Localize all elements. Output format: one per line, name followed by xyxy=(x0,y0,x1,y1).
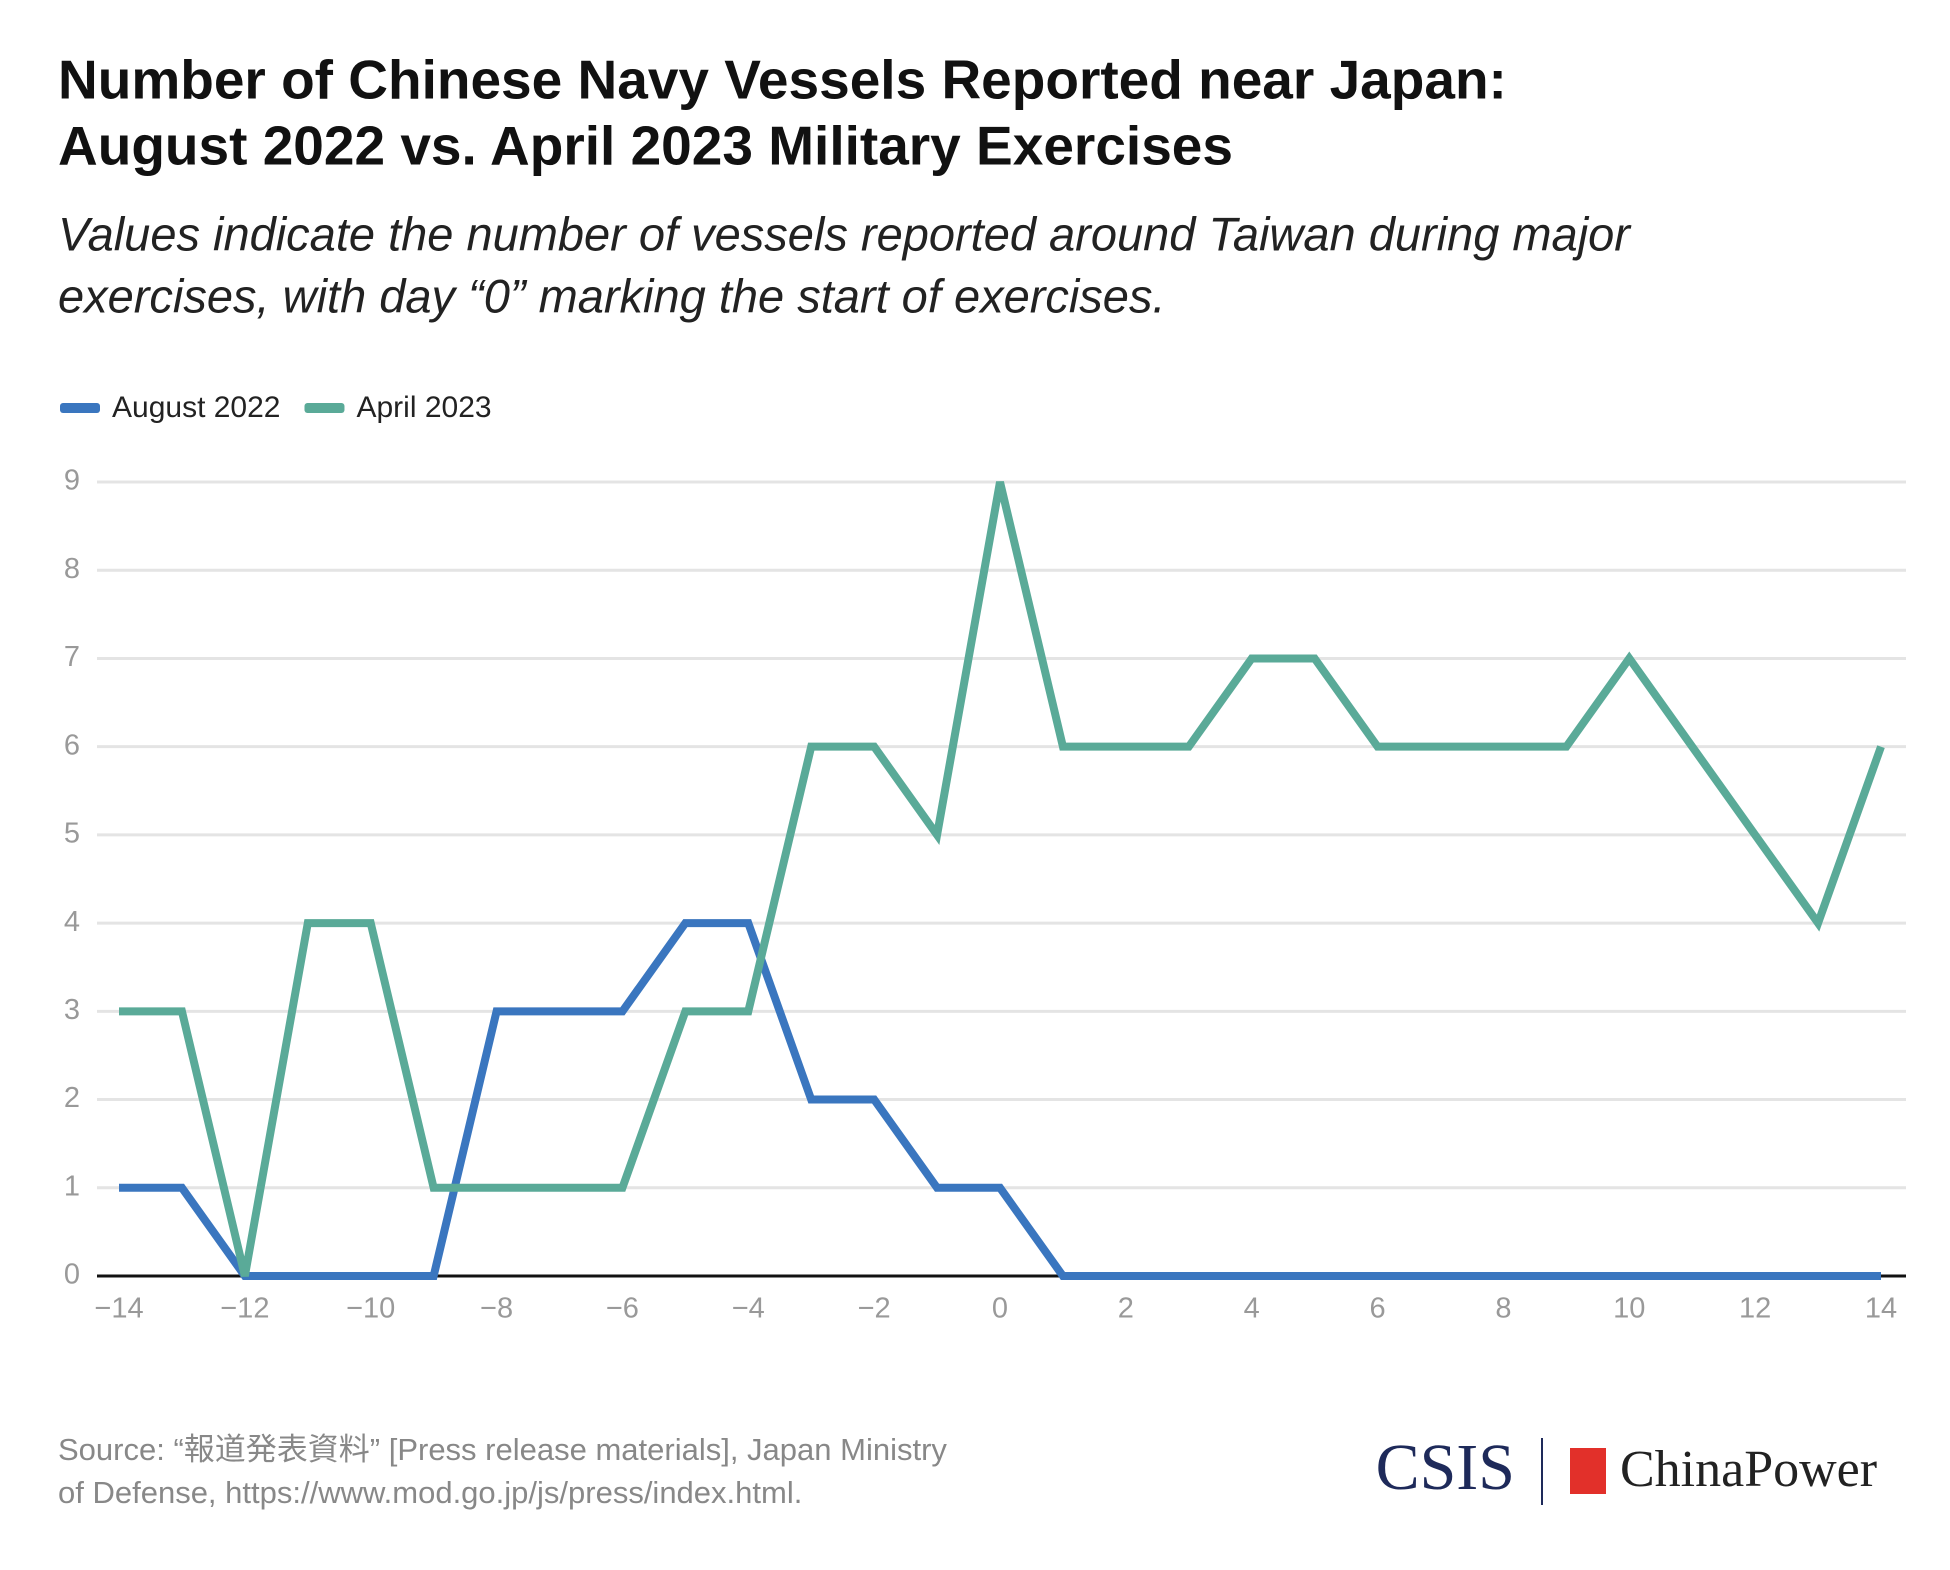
chart-subtitle: Values indicate the number of vessels re… xyxy=(58,207,1632,260)
chart-subtitle: exercises, with day “0” marking the star… xyxy=(58,269,1166,322)
chart-title: Number of Chinese Navy Vessels Reported … xyxy=(58,49,1507,111)
legend-swatch xyxy=(60,403,100,413)
chart-title: August 2022 vs. April 2023 Military Exer… xyxy=(58,115,1233,177)
y-tick-label: 4 xyxy=(64,906,80,938)
x-tick-label: 8 xyxy=(1495,1293,1511,1325)
x-tick-label: −8 xyxy=(480,1293,513,1325)
y-tick-label: 2 xyxy=(64,1082,80,1114)
x-tick-label: −6 xyxy=(606,1293,639,1325)
x-tick-label: 12 xyxy=(1739,1293,1771,1325)
logo: ChinaPower xyxy=(1620,1441,1877,1498)
y-tick-label: 3 xyxy=(64,994,80,1026)
legend-label: April 2023 xyxy=(356,391,491,424)
x-tick-label: −14 xyxy=(94,1293,143,1325)
y-tick-label: 1 xyxy=(64,1170,80,1202)
source: of Defense, https://www.mod.go.jp/js/pre… xyxy=(58,1475,802,1510)
series-line xyxy=(119,919,1881,1280)
y-tick-label: 9 xyxy=(64,465,80,497)
legend-label: August 2022 xyxy=(112,391,280,424)
legend-swatch xyxy=(304,403,345,413)
y-tick-label: 8 xyxy=(64,553,80,585)
x-tick-label: −4 xyxy=(732,1293,765,1325)
series-line xyxy=(119,481,1885,1277)
x-tick-label: 6 xyxy=(1370,1293,1386,1325)
logo: CSIS xyxy=(1376,1431,1515,1504)
x-tick-label: −12 xyxy=(220,1293,269,1325)
x-tick-label: −2 xyxy=(858,1293,891,1325)
x-tick-label: 10 xyxy=(1613,1293,1645,1325)
x-tick-label: 14 xyxy=(1865,1293,1897,1325)
source: Source: “報道発表資料” [Press release material… xyxy=(58,1432,947,1467)
x-tick-label: 2 xyxy=(1118,1293,1134,1325)
x-tick-label: 4 xyxy=(1244,1293,1260,1325)
x-tick-label: −10 xyxy=(346,1293,395,1325)
x-tick-label: 0 xyxy=(992,1293,1008,1325)
y-tick-label: 5 xyxy=(64,818,80,850)
y-tick-label: 7 xyxy=(64,641,80,673)
logo-icon xyxy=(1570,1448,1606,1494)
y-tick-label: 6 xyxy=(64,729,80,761)
y-tick-label: 0 xyxy=(64,1259,80,1291)
